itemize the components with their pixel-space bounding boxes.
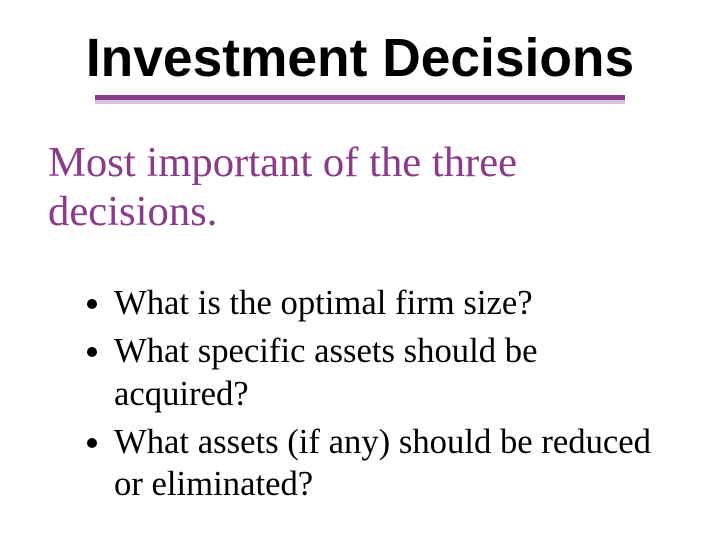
list-item: What assets (if any) should be reduced o… [114,421,672,506]
list-item: What specific assets should be acquired? [114,330,672,415]
slide: Investment Decisions Most important of t… [0,0,720,540]
title-underline [95,95,625,100]
bullet-list: What is the optimal firm size? What spec… [48,282,672,505]
list-item: What is the optimal firm size? [114,282,672,324]
subhead: Most important of the three decisions. [48,138,672,236]
slide-title: Investment Decisions [48,28,672,89]
